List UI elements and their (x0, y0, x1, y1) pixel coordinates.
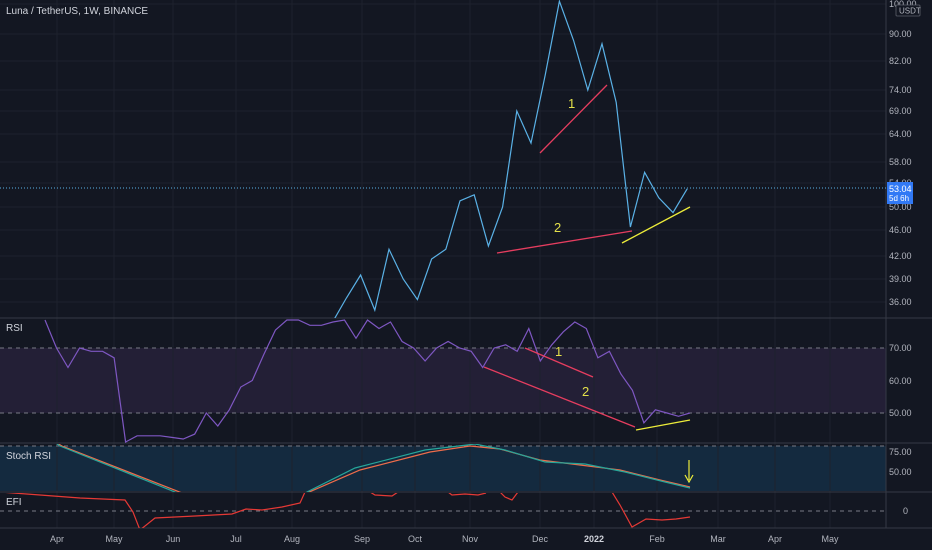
rsi-axis: 70.00 60.00 50.00 (889, 343, 912, 418)
price-tag-value: 53.04 (889, 184, 912, 194)
efi-lines (5, 493, 691, 528)
rsi-line (44, 319, 691, 443)
stoch-tick-label: 75.00 (889, 447, 912, 457)
stoch-background (0, 446, 886, 491)
price-tick-label: 39.00 (889, 274, 912, 284)
rsi-pane-title: RSI (6, 323, 23, 334)
efi-pane-title: EFI (6, 497, 22, 508)
time-tick-label: Sep (354, 534, 370, 544)
time-tick-label: May (105, 534, 123, 544)
time-tick-label: Jun (166, 534, 181, 544)
stoch-tick-label: 50.00 (889, 467, 912, 477)
chart-title: Luna / TetherUS, 1W, BINANCE (6, 6, 148, 17)
price-tick-label: 46.00 (889, 225, 912, 235)
currency-badge[interactable] (895, 4, 921, 17)
price-tick-label: 42.00 (889, 251, 912, 261)
time-tick-label: Dec (532, 534, 549, 544)
time-tick-label: Oct (408, 534, 423, 544)
time-tick-label: May (821, 534, 839, 544)
time-tick-label: 2022 (584, 534, 604, 544)
efi-line-2 (370, 493, 518, 501)
annotation-2-price: 2 (554, 220, 561, 235)
trendline-2-rsi (483, 366, 636, 428)
price-tick-label: 50.00 (889, 202, 912, 212)
price-tick-label: 69.00 (889, 106, 912, 116)
price-tag-countdown: 5d 6h (889, 194, 909, 203)
rsi-tick-label: 70.00 (889, 343, 912, 353)
efi-line-3 (611, 493, 691, 528)
trendline-1-rsi (524, 347, 594, 378)
price-tick-label: 74.00 (889, 85, 912, 95)
price-tick-label: 90.00 (889, 29, 912, 39)
annotation-1-price: 1 (568, 96, 575, 111)
time-tick-label: Feb (649, 534, 665, 544)
time-tick-label: Apr (768, 534, 782, 544)
time-tick-label: Apr (50, 534, 64, 544)
rsi-band (0, 348, 886, 413)
trendline-1-price (539, 84, 608, 154)
stoch-axis: 75.00 50.00 (889, 447, 912, 477)
price-tick-label: 58.00 (889, 157, 912, 167)
currency-label: USDT (899, 7, 921, 16)
trendline-2-price (496, 230, 633, 254)
efi-axis: 0 (903, 506, 908, 516)
annotation-2-rsi: 2 (582, 384, 589, 399)
price-tick-label: 100.00 (889, 0, 917, 9)
time-tick-label: Nov (462, 534, 479, 544)
trendline-yellow-rsi (635, 419, 691, 431)
rsi-tick-label: 50.00 (889, 408, 912, 418)
annotation-1-rsi: 1 (555, 344, 562, 359)
time-tick-label: Jul (230, 534, 242, 544)
arrow-head-icon (684, 474, 694, 484)
efi-tick-label: 0 (903, 506, 908, 516)
rsi-series (44, 319, 691, 443)
rsi-tick-label: 60.00 (889, 376, 912, 386)
time-axis: Apr May Jun Jul Aug Sep Oct Nov Dec 2022 Feb Mar Apr… (50, 534, 839, 544)
stoch-pane-title: Stoch RSI (6, 451, 51, 462)
time-tick-label: Mar (710, 534, 726, 544)
grid (0, 0, 886, 528)
price-tag (887, 182, 913, 204)
price-tick-label: 36.00 (889, 297, 912, 307)
time-tick-label: Aug (284, 534, 300, 544)
trendline-yellow-price (621, 206, 691, 244)
price-tick-label: 82.00 (889, 56, 912, 66)
price-series (334, 0, 688, 318)
efi-line-1 (5, 493, 306, 528)
price-line (334, 0, 688, 318)
stoch-d-line (57, 444, 691, 492)
price-tick-label: 64.00 (889, 129, 912, 139)
stoch-lines (56, 444, 691, 492)
stoch-k-line (56, 444, 691, 492)
